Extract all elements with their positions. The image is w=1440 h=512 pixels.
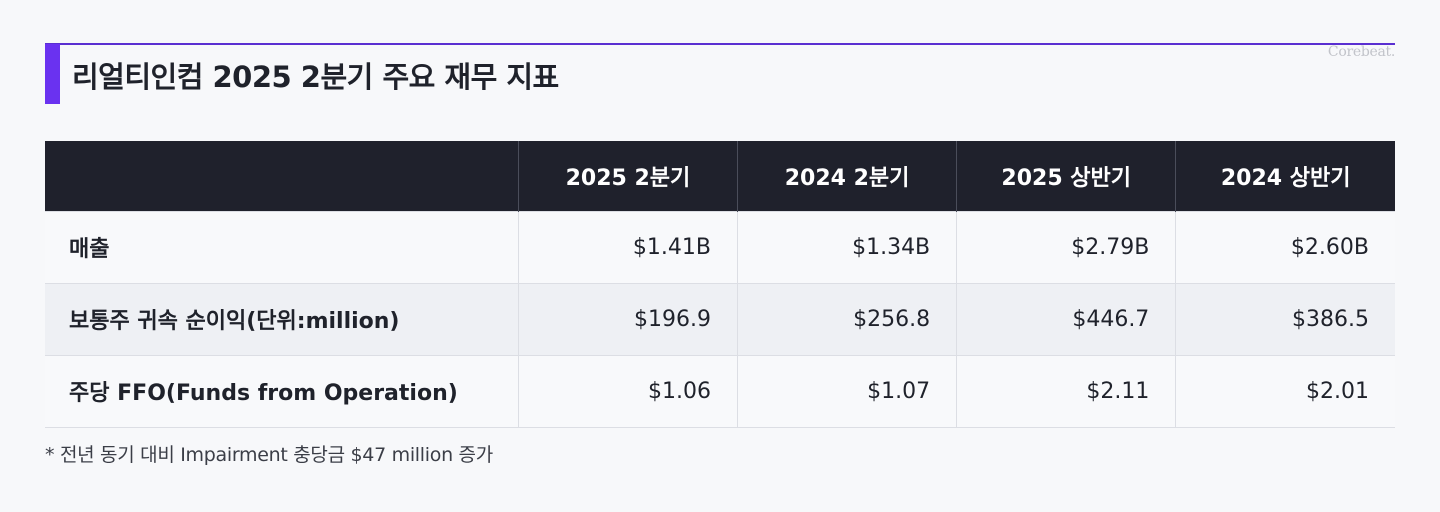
table-header-row: 2025 2분기 2024 2분기 2025 상반기 2024 상반기 bbox=[45, 141, 1395, 211]
footnote: * 전년 동기 대비 Impairment 충당금 $47 million 증가 bbox=[45, 444, 493, 466]
column-header: 2024 2분기 bbox=[736, 141, 957, 211]
table-row: 주당 FFO(Funds from Operation) $1.06 $1.07… bbox=[45, 354, 1395, 428]
table-cell: $1.06 bbox=[517, 354, 738, 428]
title-top-rule bbox=[45, 43, 1395, 45]
row-label: 주당 FFO(Funds from Operation) bbox=[45, 354, 519, 428]
table-cell: $196.9 bbox=[517, 282, 738, 355]
table-cell: $1.41B bbox=[517, 210, 738, 283]
column-header: 2025 상반기 bbox=[956, 141, 1176, 211]
brand-logo: Corebeat. bbox=[1327, 44, 1395, 60]
financial-metrics-table: 2025 2분기 2024 2분기 2025 상반기 2024 상반기 매출 $… bbox=[45, 141, 1395, 428]
table-cell: $2.01 bbox=[1175, 354, 1395, 428]
table-cell: $1.34B bbox=[736, 210, 957, 283]
table-cell: $2.60B bbox=[1175, 210, 1395, 283]
table-cell: $256.8 bbox=[736, 282, 957, 355]
table-cell: $2.79B bbox=[956, 210, 1176, 283]
title-accent-bar bbox=[45, 44, 60, 104]
table-cell: $2.11 bbox=[956, 354, 1176, 428]
table-cell: $1.07 bbox=[736, 354, 957, 428]
table-cell: $446.7 bbox=[956, 282, 1176, 355]
row-label: 매출 bbox=[45, 210, 519, 283]
column-header: 2025 2분기 bbox=[517, 141, 738, 211]
column-header: 2024 상반기 bbox=[1175, 141, 1395, 211]
table-row: 보통주 귀속 순이익(단위:million) $196.9 $256.8 $44… bbox=[45, 282, 1395, 355]
header-cell-empty bbox=[45, 141, 518, 211]
page-title: 리얼티인컴 2025 2분기 주요 재무 지표 bbox=[72, 60, 559, 94]
row-label: 보통주 귀속 순이익(단위:million) bbox=[45, 282, 519, 355]
table-cell: $386.5 bbox=[1175, 282, 1395, 355]
table-row: 매출 $1.41B $1.34B $2.79B $2.60B bbox=[45, 210, 1395, 283]
